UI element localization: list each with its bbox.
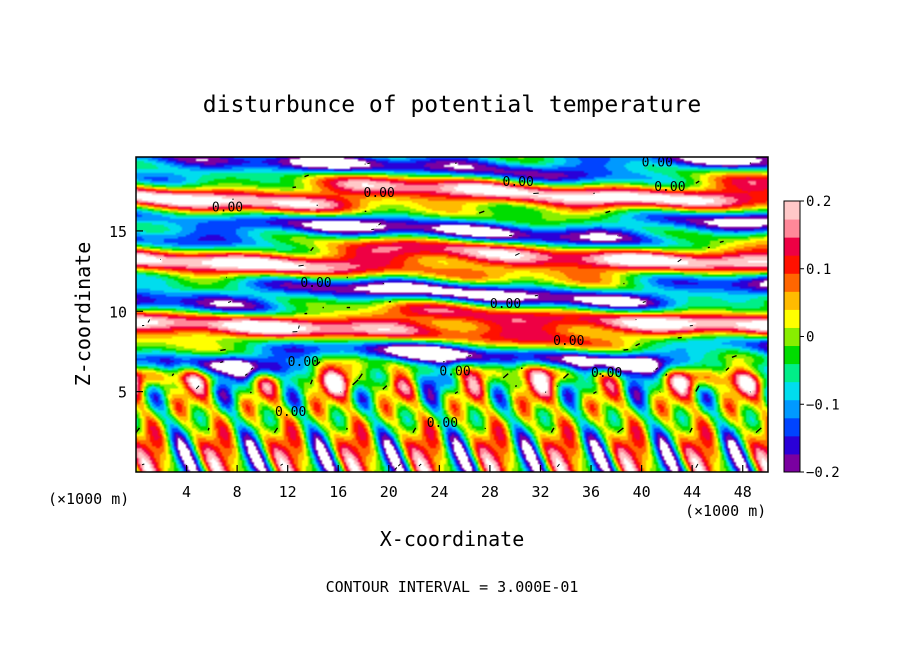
colorbar-swatch <box>784 381 800 401</box>
contour-value-label: 0.00 <box>364 186 395 201</box>
x-tick-label: 44 <box>683 483 701 501</box>
colorbar-swatch <box>784 399 800 419</box>
colorbar: −0.2 −0.1 0 0.1 0.2 <box>783 194 840 481</box>
x-axis-label: X-coordinate <box>380 527 525 551</box>
x-tick-label: 36 <box>582 483 600 501</box>
x-axis-unit-right: (×1000 m) <box>685 502 766 520</box>
plot-frame <box>135 156 769 473</box>
y-tick-label: 15 <box>109 223 127 241</box>
plot-area: 0.00 0.00 0.00 0.00 0.00 0.00 0.00 0.00 0.00 0.00… <box>135 156 769 473</box>
x-axis: 4 8 12 16 20 24 28 32 36 40 44 48 <box>182 465 752 501</box>
colorbar-swatch <box>784 417 800 437</box>
contour-value-label: 0.00 <box>490 297 521 312</box>
contour-lines: 0.00 0.00 0.00 0.00 0.00 0.00 0.00 0.00 0.00 0.00… <box>136 156 762 470</box>
colorbar-tick-label: −0.1 <box>806 397 840 413</box>
colorbar-swatch <box>784 201 800 220</box>
contour-interval-note: CONTOUR INTERVAL = 3.000E-01 <box>326 578 579 596</box>
x-tick-label: 28 <box>481 483 499 501</box>
colorbar-swatch <box>784 363 800 383</box>
contour-value-label: 0.00 <box>288 355 319 370</box>
x-tick-label: 40 <box>633 483 651 501</box>
contour-value-label: 0.00 <box>503 175 534 190</box>
colorbar-swatch <box>784 435 800 455</box>
x-tick-label: 8 <box>233 483 242 501</box>
temperature-field <box>136 157 768 472</box>
colorbar-swatch <box>784 237 800 256</box>
contour-value-label: 0.00 <box>212 201 243 216</box>
contour-value-label: 0.00 <box>427 416 458 431</box>
zero-contour <box>136 174 762 434</box>
contour-value-label: 0.00 <box>591 366 622 381</box>
positive-contour <box>141 192 751 468</box>
y-axis: 5 10 15 <box>109 223 143 402</box>
colorbar-tick-label: −0.2 <box>806 465 840 481</box>
x-tick-label: 32 <box>531 483 549 501</box>
x-tick-label: 24 <box>430 483 448 501</box>
colorbar-swatches <box>784 201 800 473</box>
colorbar-swatch <box>784 291 800 310</box>
colorbar-tick-label: 0 <box>806 330 814 346</box>
x-tick-label: 16 <box>329 483 347 501</box>
x-axis-unit-left: (×1000 m) <box>48 490 129 508</box>
contour-value-label: 0.00 <box>654 180 685 195</box>
colorbar-tick-label: 0.2 <box>806 194 831 210</box>
colorbar-tick-label: 0.1 <box>806 262 831 278</box>
colorbar-ticks: −0.2 −0.1 0 0.1 0.2 <box>800 194 840 481</box>
x-tick-label: 20 <box>380 483 398 501</box>
y-tick-label: 10 <box>109 303 127 321</box>
contour-value-label: 0.00 <box>642 156 673 171</box>
contour-value-label: 0.00 <box>439 365 470 380</box>
contour-value-label: 0.00 <box>553 334 584 349</box>
contour-value-label: 0.00 <box>275 405 306 420</box>
colorbar-swatch <box>784 453 800 473</box>
contour-value-label: 0.00 <box>300 276 331 291</box>
chart-title: disturbunce of potential temperature <box>203 92 702 118</box>
x-tick-label: 48 <box>734 483 752 501</box>
colorbar-swatch <box>784 255 800 274</box>
colorbar-swatch <box>784 219 800 238</box>
y-tick-label: 5 <box>118 384 127 402</box>
x-tick-label: 12 <box>279 483 297 501</box>
colorbar-swatch <box>784 345 800 365</box>
y-axis-label: Z-coordinate <box>71 242 95 387</box>
colorbar-swatch <box>784 309 800 328</box>
colorbar-swatch <box>784 273 800 292</box>
colorbar-swatch <box>784 327 800 347</box>
x-tick-label: 4 <box>182 483 191 501</box>
